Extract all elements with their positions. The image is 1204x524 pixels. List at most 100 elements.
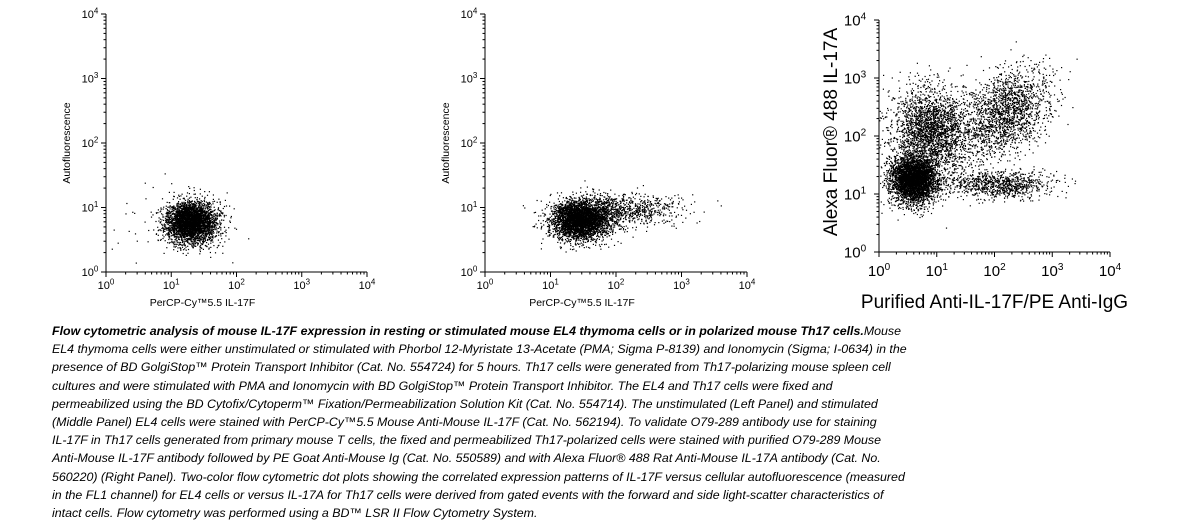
data-point (197, 214, 199, 216)
data-point (191, 244, 193, 246)
data-point (199, 209, 201, 211)
data-point (189, 232, 192, 234)
data-point (187, 212, 189, 214)
data-point (591, 234, 593, 236)
data-point (184, 199, 187, 201)
data-point (200, 235, 202, 237)
data-point (180, 216, 183, 218)
data-point (176, 233, 178, 235)
data-point (182, 226, 184, 229)
data-point (173, 191, 175, 193)
data-point (219, 214, 221, 216)
data-point (167, 219, 169, 221)
data-point (145, 198, 147, 200)
data-point (179, 198, 181, 200)
data-point (200, 239, 202, 241)
data-point (187, 220, 189, 222)
data-point (593, 238, 595, 240)
data-point (183, 225, 185, 227)
data-point (168, 233, 171, 235)
data-point (553, 210, 555, 213)
data-point (211, 220, 214, 223)
data-point (202, 222, 204, 224)
data-point (162, 237, 164, 240)
data-point (176, 226, 179, 229)
data-point (195, 224, 197, 226)
data-point (547, 230, 549, 232)
data-point (182, 213, 184, 215)
data-point (205, 231, 207, 233)
data-point (186, 214, 188, 216)
data-point (209, 218, 211, 220)
data-point (558, 206, 560, 208)
data-point (183, 215, 185, 217)
data-point (169, 241, 171, 244)
data-point (197, 213, 199, 215)
data-point (189, 233, 191, 235)
data-point (189, 204, 191, 206)
data-point (210, 217, 212, 219)
data-point (200, 217, 202, 219)
data-point (168, 202, 170, 204)
data-point (188, 238, 190, 241)
data-point (184, 220, 186, 222)
data-point (189, 211, 191, 213)
data-point (202, 224, 205, 226)
data-point (202, 232, 204, 235)
data-point (187, 224, 189, 226)
data-point (213, 222, 215, 224)
data-point (201, 204, 203, 206)
data-point (183, 233, 185, 236)
data-point (187, 245, 189, 247)
data-point (561, 210, 564, 212)
data-point (182, 219, 184, 221)
data-point (169, 229, 171, 231)
data-point (210, 239, 212, 242)
data-point (201, 200, 203, 203)
data-point (204, 208, 206, 210)
data-point (552, 222, 555, 224)
data-point (208, 215, 210, 217)
data-point (198, 202, 200, 205)
data-point (211, 210, 213, 212)
data-point (565, 209, 567, 211)
data-point (182, 216, 184, 218)
data-point (198, 240, 200, 242)
data-point (203, 227, 205, 229)
data-point (608, 223, 610, 225)
data-point (187, 231, 189, 233)
data-point (608, 246, 610, 248)
data-point (209, 219, 211, 222)
data-point (178, 236, 180, 238)
data-point (219, 210, 222, 212)
data-point (217, 214, 219, 216)
data-point (540, 227, 543, 229)
data-point (187, 238, 189, 240)
data-point (602, 227, 604, 229)
data-point (216, 222, 218, 224)
data-point (180, 236, 183, 238)
data-point (173, 217, 175, 219)
data-point (169, 230, 172, 232)
data-point (210, 230, 212, 232)
data-point (187, 232, 189, 235)
data-point (178, 201, 180, 203)
data-point (186, 235, 189, 238)
data-point (207, 224, 209, 226)
data-point (180, 244, 182, 246)
data-point (191, 232, 193, 234)
data-point (183, 233, 185, 235)
data-point (195, 232, 197, 234)
data-point (174, 208, 177, 211)
data-point (207, 232, 209, 234)
data-point (192, 209, 194, 211)
data-point (182, 205, 184, 207)
data-point (593, 233, 595, 235)
data-point (207, 238, 209, 240)
data-point (591, 229, 593, 231)
data-point (212, 194, 214, 196)
data-point (174, 239, 176, 241)
data-point (177, 217, 179, 219)
data-point (551, 221, 553, 223)
data-point (190, 230, 192, 232)
